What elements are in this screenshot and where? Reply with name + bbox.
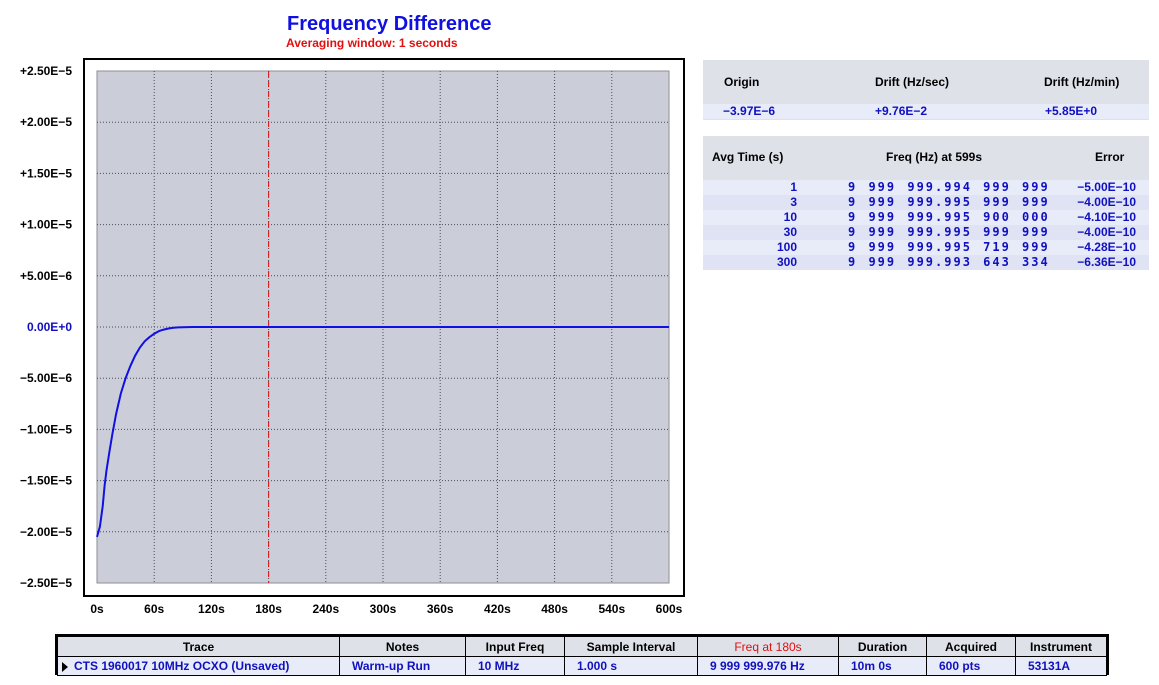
- x-tick-label: 420s: [484, 602, 511, 616]
- trace-input-freq[interactable]: 10 MHz: [465, 656, 565, 676]
- avg-error: −4.00E−10: [1077, 225, 1136, 239]
- y-tick-label: −2.50E−5: [20, 576, 72, 590]
- drift-origin-value: −3.97E−6: [723, 104, 776, 118]
- avg-freq: 9 999 999.995 719 999: [848, 240, 1050, 254]
- col-duration: Duration: [838, 636, 927, 657]
- drift-hz-min-value: +5.85E+0: [1045, 104, 1098, 118]
- averages-panel: Avg Time (s) Freq (Hz) at 599s Error 1 9 …: [703, 136, 1149, 270]
- y-tick-label: +5.00E−6: [20, 269, 72, 283]
- chart-subtitle: Averaging window: 1 seconds: [286, 36, 458, 50]
- avg-time: 3: [790, 195, 797, 209]
- avg-time: 30: [783, 225, 797, 239]
- avg-freq: 9 999 999.995 999 999: [848, 225, 1050, 239]
- series-line: [96, 326, 669, 538]
- avg-freq: 9 999 999.995 900 000: [848, 210, 1050, 224]
- x-tick-label: 540s: [598, 602, 625, 616]
- x-tick-label: 360s: [427, 602, 454, 616]
- frequency-chart: 0s 60s 120s 180s 240s 300s 360s 420s 480s 540s 600…: [20, 58, 685, 616]
- y-tick-label: +2.50E−5: [20, 64, 72, 78]
- y-tick-label: −1.00E−5: [20, 422, 72, 436]
- drift-header-origin: Origin: [724, 75, 760, 89]
- avg-time: 1: [790, 180, 797, 194]
- avg-row: 1 9 999 999.994 999 999 −5.00E−10: [703, 180, 1149, 195]
- x-tick-label: 600s: [656, 602, 683, 616]
- avg-freq: 9 999 999.994 999 999: [848, 180, 1050, 194]
- trace-table: Trace Notes Input Freq Sample Interval F…: [55, 634, 1109, 676]
- trace-name: CTS 1960017 10MHz OCXO (Unsaved): [74, 659, 290, 673]
- avg-time: 10: [783, 210, 797, 224]
- col-freq-at-180s: Freq at 180s: [697, 636, 839, 657]
- trace-notes[interactable]: Warm-up Run: [339, 656, 466, 676]
- drift-header-hz-sec: Drift (Hz/sec): [875, 75, 950, 89]
- trace-row[interactable]: CTS 1960017 10MHz OCXO (Unsaved) Warm-up…: [57, 656, 1107, 676]
- y-tick-label: +2.00E−5: [20, 115, 72, 129]
- col-trace: Trace: [57, 636, 340, 657]
- avg-row: 30 9 999 999.995 999 999 −4.00E−10: [703, 225, 1149, 240]
- drift-panel: Origin Drift (Hz/sec) Drift (Hz/min) −3.…: [703, 60, 1149, 120]
- avg-header-time: Avg Time (s): [712, 150, 784, 164]
- trace-acquired[interactable]: 600 pts: [926, 656, 1016, 676]
- y-tick-label: +1.50E−5: [20, 166, 72, 180]
- x-tick-label: 300s: [370, 602, 397, 616]
- avg-row: 300 9 999 999.993 643 334 −6.36E−10: [703, 255, 1149, 270]
- trace-instrument[interactable]: 53131A: [1015, 656, 1107, 676]
- y-tick-label: −2.00E−5: [20, 525, 72, 539]
- x-tick-label: 60s: [144, 602, 164, 616]
- averages-rows: 1 9 999 999.994 999 999 −5.00E−10 3 9 999 99…: [703, 180, 1149, 270]
- avg-error: −6.36E−10: [1077, 255, 1136, 269]
- avg-time: 100: [776, 240, 797, 254]
- drift-header: Origin Drift (Hz/sec) Drift (Hz/min): [703, 60, 1149, 103]
- trace-duration[interactable]: 10m 0s: [838, 656, 927, 676]
- avg-row: 3 9 999 999.995 999 999 −4.00E−10: [703, 195, 1149, 210]
- drift-hz-sec-value: +9.76E−2: [875, 104, 928, 118]
- avg-freq: 9 999 999.995 999 999: [848, 195, 1050, 209]
- avg-row: 100 9 999 999.995 719 999 −4.28E−10: [703, 240, 1149, 255]
- col-acquired: Acquired: [926, 636, 1016, 657]
- x-tick-label: 480s: [541, 602, 568, 616]
- drift-row: −3.97E−6 +9.76E−2 +5.85E+0: [703, 104, 1149, 119]
- col-input-freq: Input Freq: [465, 636, 565, 657]
- col-instrument: Instrument: [1015, 636, 1107, 657]
- avg-error: −4.10E−10: [1077, 210, 1136, 224]
- y-tick-label: −5.00E−6: [20, 371, 72, 385]
- avg-error: −4.28E−10: [1077, 240, 1136, 254]
- trace-table-header: Trace Notes Input Freq Sample Interval F…: [57, 636, 1107, 657]
- x-tick-label: 240s: [312, 602, 339, 616]
- x-tick-label: 120s: [198, 602, 225, 616]
- row-pointer-icon: [62, 661, 68, 672]
- avg-header-error: Error: [1095, 150, 1125, 164]
- avg-time: 300: [776, 255, 797, 269]
- trace-sample-interval[interactable]: 1.000 s: [564, 656, 698, 676]
- chart-title: Frequency Difference: [287, 13, 492, 35]
- x-tick-label: 0s: [90, 602, 104, 616]
- averages-header: Avg Time (s) Freq (Hz) at 599s Error: [703, 136, 1149, 179]
- avg-error: −5.00E−10: [1077, 180, 1136, 194]
- col-sample-interval: Sample Interval: [564, 636, 698, 657]
- avg-freq: 9 999 999.993 643 334: [848, 255, 1050, 269]
- drift-header-hz-min: Drift (Hz/min): [1044, 75, 1120, 89]
- avg-row: 10 9 999 999.995 900 000 −4.10E−10: [703, 210, 1149, 225]
- avg-error: −4.00E−10: [1077, 195, 1136, 209]
- col-notes: Notes: [339, 636, 466, 657]
- y-tick-label: +1.00E−5: [20, 218, 72, 232]
- trace-freq-at-180s[interactable]: 9 999 999.976 Hz: [697, 656, 839, 676]
- x-tick-label: 180s: [255, 602, 282, 616]
- trace-name-cell[interactable]: CTS 1960017 10MHz OCXO (Unsaved): [57, 656, 340, 676]
- y-tick-label: 0.00E+0: [27, 320, 72, 334]
- y-tick-label: −1.50E−5: [20, 474, 72, 488]
- avg-header-freq: Freq (Hz) at 599s: [886, 150, 983, 164]
